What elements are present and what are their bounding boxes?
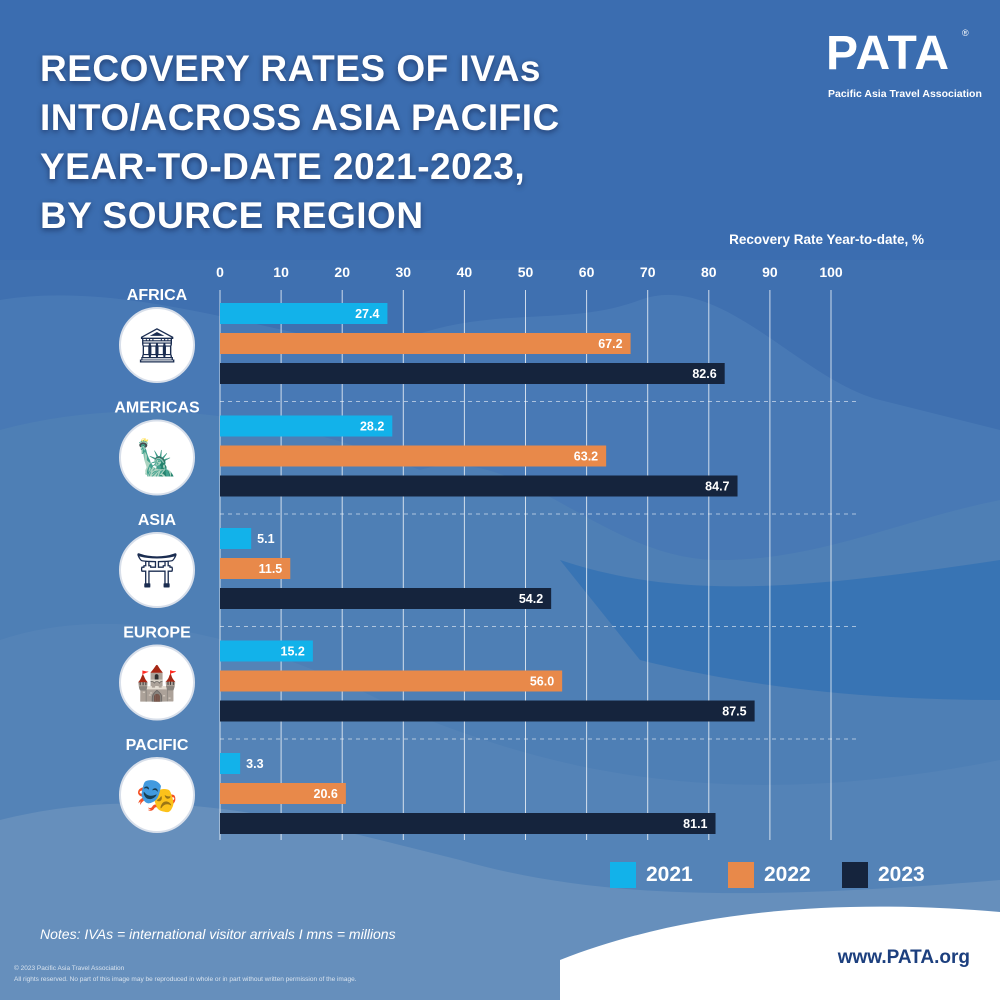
legend-label-2023: 2023: [878, 863, 925, 886]
pharaoh-mask-icon: [119, 307, 195, 383]
x-tick-label: 100: [819, 264, 843, 280]
value-label-2023: 82.6: [692, 367, 716, 381]
x-tick-label: 60: [579, 264, 595, 280]
legend-label-2022: 2022: [764, 863, 811, 886]
legend-swatch-2022: [728, 862, 754, 888]
leaning-tower-icon-glyph: 🏰: [136, 665, 178, 703]
value-label-2023: 87.5: [722, 705, 746, 719]
title-line: YEAR-TO-DATE 2021-2023,: [40, 146, 526, 187]
bar-2021: [220, 753, 241, 774]
copyright-line: © 2023 Pacific Asia Travel Association: [14, 965, 125, 972]
category-label: ASIA: [138, 512, 177, 529]
x-tick-label: 50: [518, 264, 534, 280]
bar-2021: [220, 528, 252, 549]
x-tick-label: 40: [457, 264, 473, 280]
bar-2022: [220, 558, 291, 579]
value-label-2022: 63.2: [574, 450, 598, 464]
logo-wordmark: PATA: [826, 27, 950, 80]
category-label: PACIFIC: [126, 737, 189, 754]
value-label-2022: 67.2: [598, 337, 622, 351]
bar-2023: [220, 588, 552, 609]
category-label: EUROPE: [123, 625, 191, 642]
title-line: BY SOURCE REGION: [40, 195, 424, 236]
x-tick-label: 0: [216, 264, 224, 280]
bar-2023: [220, 363, 725, 384]
category-label: AFRICA: [127, 287, 188, 304]
pagoda-icon: [119, 532, 195, 608]
bar-2022: [220, 783, 346, 804]
copyright-line: All rights reserved. No part of this ima…: [14, 976, 357, 983]
pharaoh-mask-icon-glyph: 🏛: [135, 327, 178, 365]
legend-swatch-2023: [842, 862, 868, 888]
notes: Notes: IVAs = international visitor arri…: [40, 926, 396, 942]
legend-label-2021: 2021: [646, 863, 693, 886]
bar-2021: [220, 640, 313, 662]
title-line: INTO/ACROSS ASIA PACIFIC: [40, 97, 560, 138]
category-label: AMERICAS: [114, 400, 200, 417]
value-label-2022: 11.5: [259, 562, 283, 576]
value-label-2021: 3.3: [246, 757, 263, 771]
opera-house-icon: [119, 757, 195, 833]
bar-2022: [220, 670, 563, 692]
x-tick-label: 70: [640, 264, 656, 280]
legend-swatch-2021: [610, 862, 636, 888]
registered-mark: ®: [962, 28, 969, 38]
logo-subtitle: Pacific Asia Travel Association: [828, 88, 982, 100]
bar-2022: [220, 445, 607, 467]
chart-title: RECOVERY RATES OF IVAs INTO/ACROSS ASIA …: [40, 44, 660, 240]
statue-of-liberty-icon: [119, 419, 195, 496]
x-tick-label: 10: [273, 264, 289, 280]
value-label-2021: 5.1: [257, 532, 274, 546]
leaning-tower-icon: [119, 644, 195, 721]
x-tick-label: 90: [762, 264, 778, 280]
x-tick-label: 30: [396, 264, 412, 280]
value-label-2022: 56.0: [530, 675, 554, 689]
bar-2021: [220, 303, 388, 324]
x-axis-title: Recovery Rate Year-to-date, %: [729, 232, 924, 247]
bar-2023: [220, 475, 738, 497]
pagoda-icon-glyph: ⛩: [135, 552, 178, 590]
title-line: RECOVERY RATES OF IVAs: [40, 48, 541, 89]
copyright: © 2023 Pacific Asia Travel Association A…: [14, 963, 574, 985]
pata-logo: PATA ® Pacific Asia Travel Association: [826, 26, 982, 106]
opera-house-icon-glyph: 🎭: [136, 777, 178, 815]
x-tick-label: 20: [334, 264, 350, 280]
value-label-2021: 27.4: [355, 307, 379, 321]
value-label-2021: 28.2: [360, 420, 384, 434]
bar-2022: [220, 333, 631, 354]
website-link[interactable]: www.PATA.org: [837, 947, 970, 968]
x-tick-label: 80: [701, 264, 717, 280]
value-label-2021: 15.2: [281, 645, 305, 659]
statue-of-liberty-icon-glyph: 🗽: [136, 438, 178, 478]
value-label-2022: 20.6: [314, 787, 338, 801]
bar-2021: [220, 415, 393, 437]
bar-2023: [220, 813, 716, 834]
value-label-2023: 54.2: [519, 592, 543, 606]
value-label-2023: 84.7: [705, 480, 729, 494]
value-label-2023: 81.1: [683, 817, 707, 831]
bar-2023: [220, 700, 755, 722]
